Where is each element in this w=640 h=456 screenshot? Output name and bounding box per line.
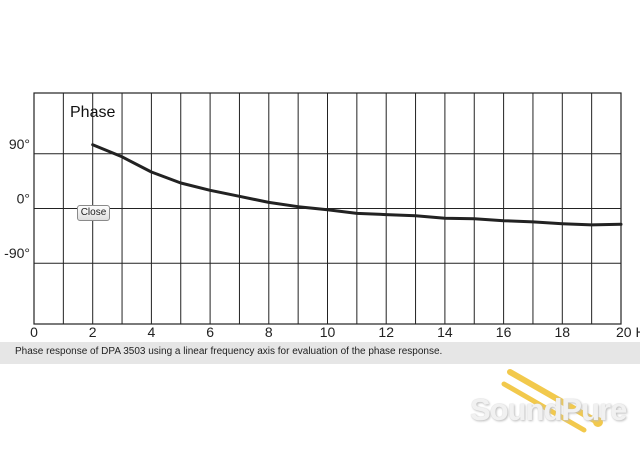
phase-chart: 0 2 4 6 8 10 12 14 16 18 20 Hz 90° 0° -90° Phase: [4, 92, 640, 340]
chart-labels: 0 2 4 6 8 10 12 14 16 18 20 Hz 90° 0° -90°: [4, 136, 640, 340]
watermark-text: SoundPure: [470, 392, 627, 427]
x-tick-label: 8: [265, 324, 273, 340]
guitar-cable-icon: [501, 369, 603, 433]
y-tick-label: 0°: [17, 191, 30, 207]
y-tick-label: -90°: [4, 245, 30, 261]
phase-curve: [91, 143, 623, 227]
x-tick-label: 18: [555, 324, 571, 340]
caption-bar: Phase response of DPA 3503 using a linea…: [0, 342, 640, 364]
close-button[interactable]: Close: [77, 205, 110, 221]
x-tick-label: 12: [378, 324, 394, 340]
y-tick-label: 90°: [9, 136, 30, 152]
x-tick-label: 6: [206, 324, 214, 340]
x-tick-label: 0: [30, 324, 38, 340]
x-tick-label: 14: [437, 324, 453, 340]
x-tick-label: 20 Hz: [616, 324, 640, 340]
soundpure-watermark-logo: SoundPure: [470, 368, 640, 438]
x-tick-label: 16: [496, 324, 512, 340]
x-tick-label: 10: [320, 324, 336, 340]
chart-title: Phase: [70, 104, 115, 121]
x-tick-label: 4: [148, 324, 156, 340]
image-caption: Phase response of DPA 3503 using a linea…: [15, 346, 443, 357]
x-tick-label: 2: [89, 324, 97, 340]
